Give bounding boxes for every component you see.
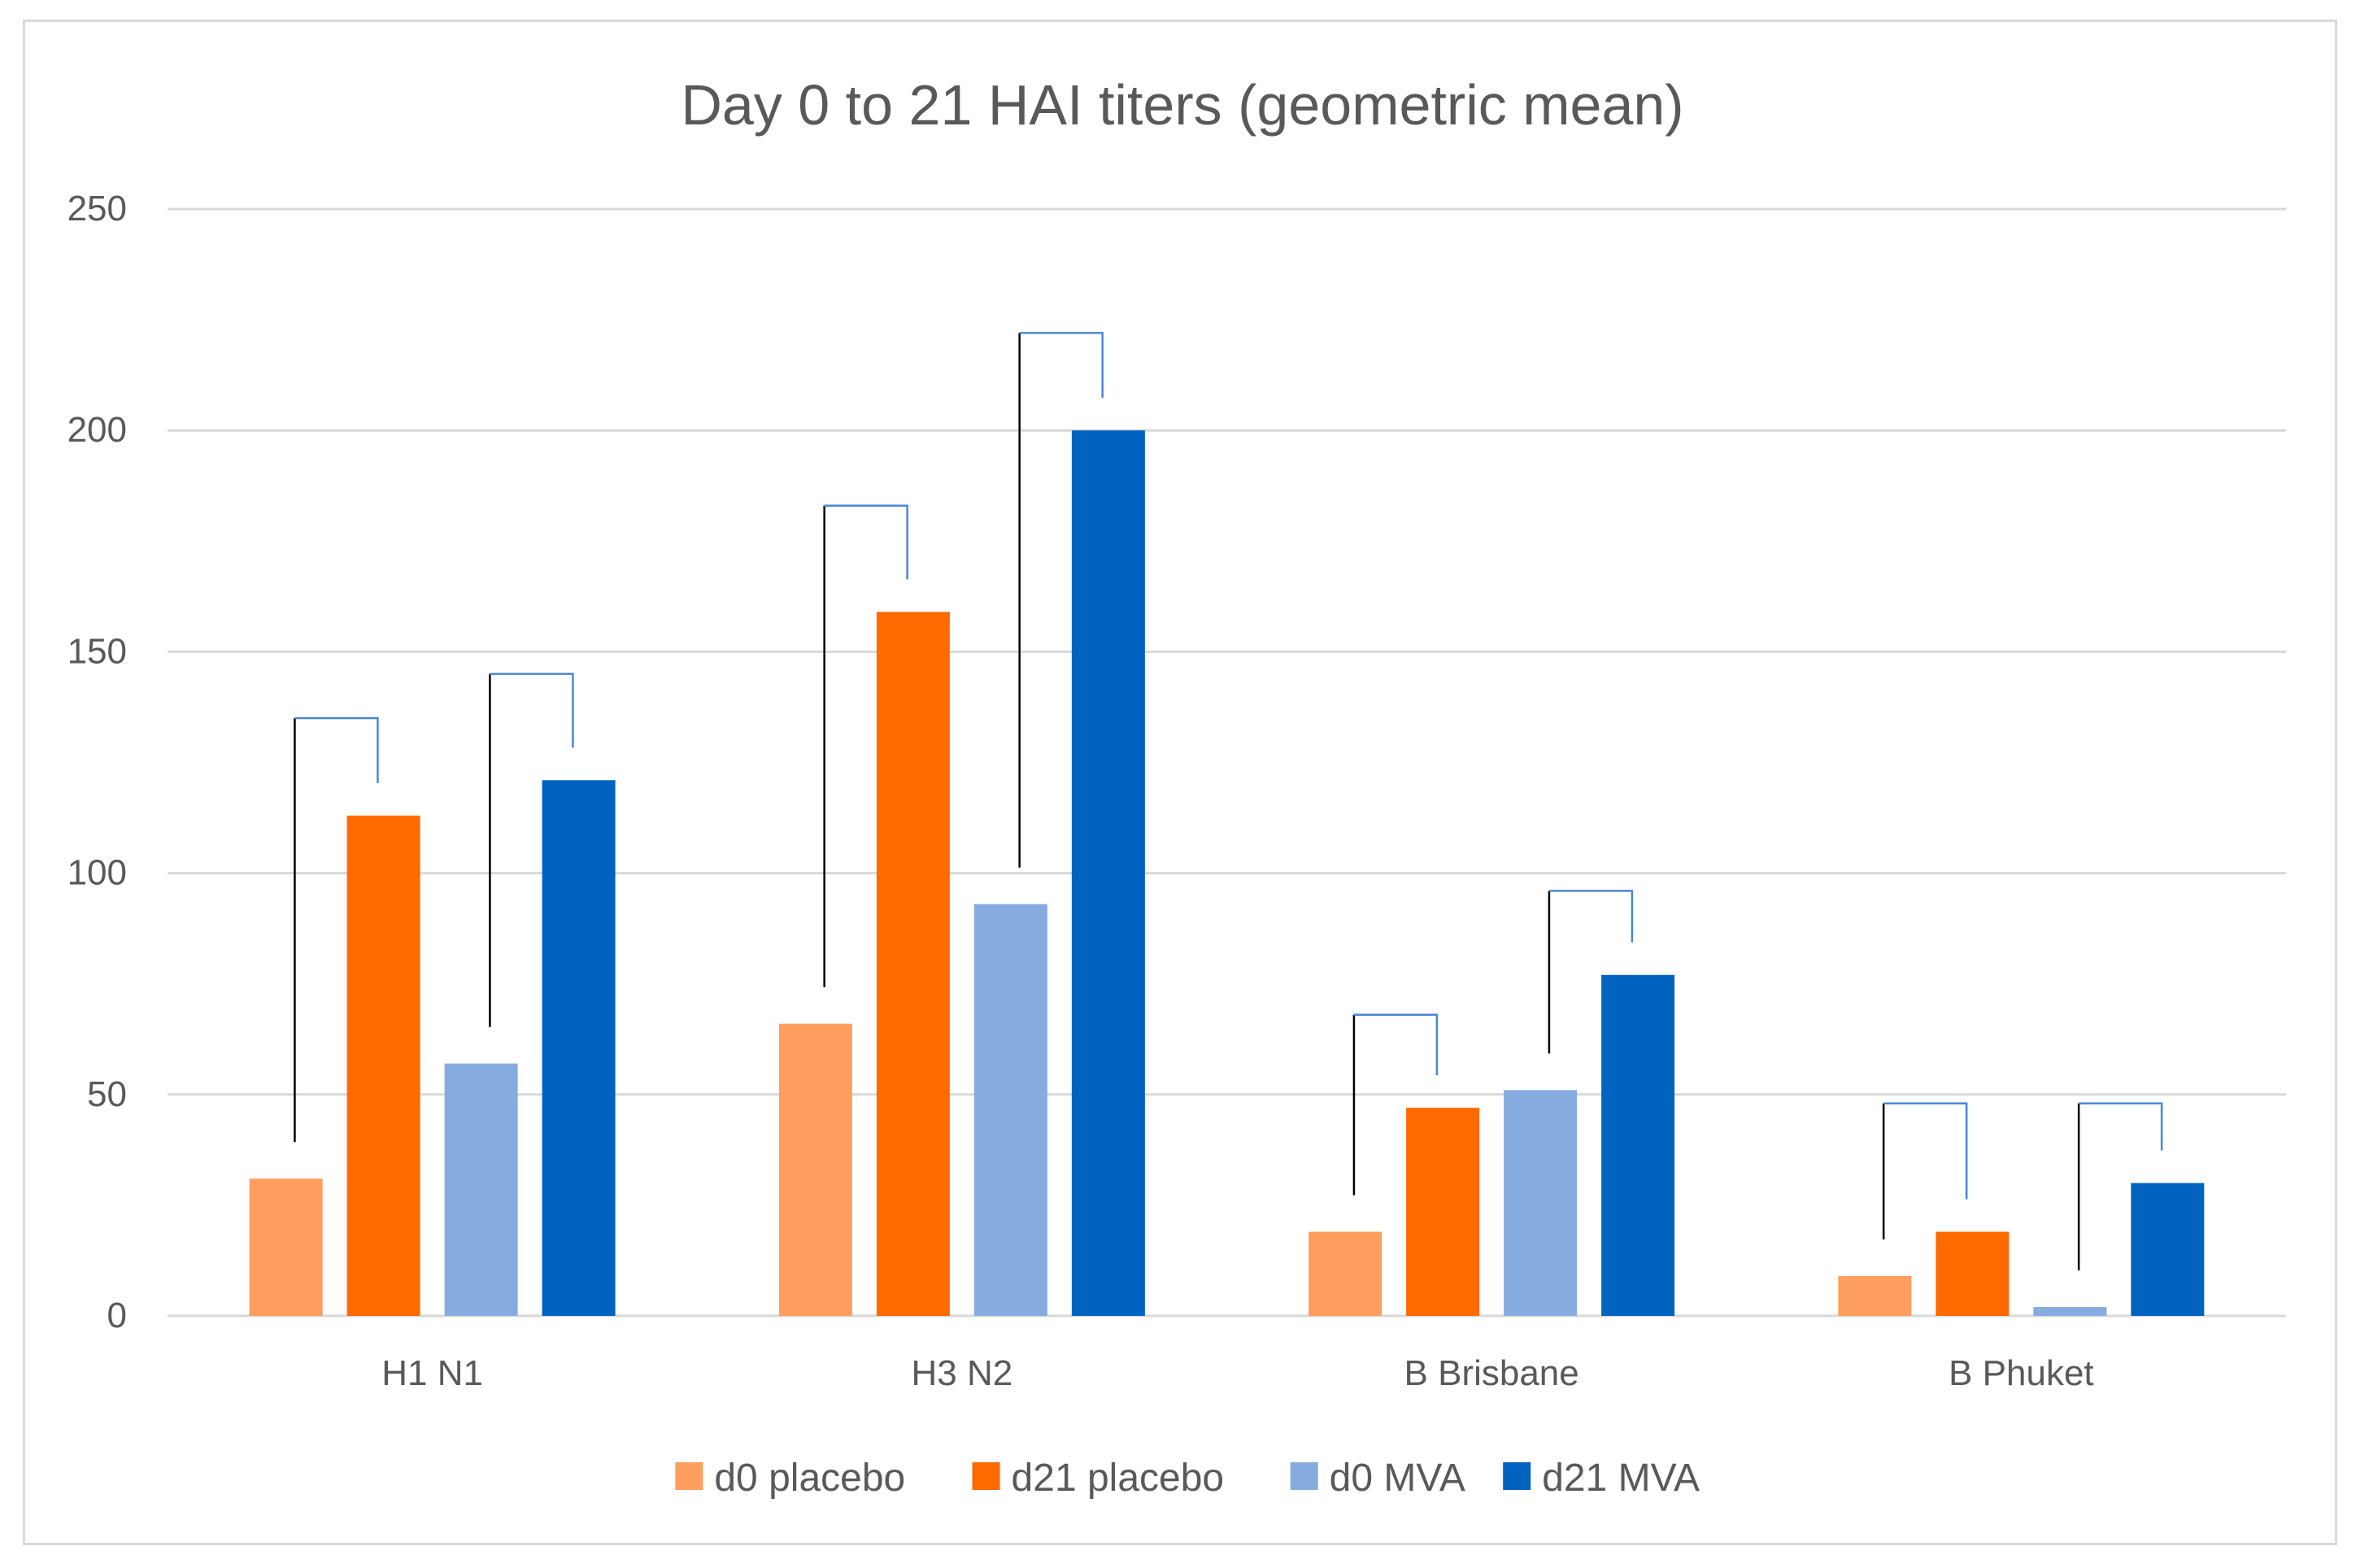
legend-item-d21-placebo: d21 placebo (972, 1457, 1225, 1500)
x-tick-label: H1 N1 (381, 1353, 483, 1393)
bar-d0-MVA-H1-N1 (444, 1063, 518, 1316)
y-tick-label: 100 (67, 853, 127, 893)
legend-swatch (1503, 1462, 1531, 1490)
bar-d21-placebo-B-Brisbane (1406, 1108, 1480, 1316)
legend-label: d0 MVA (1330, 1457, 1465, 1500)
bar-d0-MVA-B-Brisbane (1504, 1090, 1578, 1316)
x-tick-label: B Phuket (1949, 1353, 2094, 1393)
legend-swatch (675, 1462, 703, 1490)
bracket-H3-N2-placebo (823, 504, 908, 987)
x-tick-label: H3 N2 (912, 1353, 1013, 1393)
x-tick-label: B Brisbane (1404, 1353, 1579, 1393)
gridlines (168, 207, 2286, 1318)
bracket-B-Phuket-placebo (1882, 1102, 1968, 1240)
y-tick-label: 50 (87, 1074, 127, 1114)
bar-d21-MVA-B-Brisbane (1601, 974, 1675, 1316)
legend-item-d0-MVA: d0 MVA (1290, 1457, 1465, 1500)
legend-item-d21-MVA: d21 MVA (1503, 1457, 1700, 1500)
bar-d21-MVA-B-Phuket (2131, 1183, 2205, 1316)
bracket-H3-N2-mva (1018, 332, 1104, 868)
bracket-B-Phuket-mva (2077, 1102, 2163, 1271)
bar-d0-MVA-H3-N2 (973, 904, 1047, 1316)
bar-d21-placebo-B-Phuket (1935, 1231, 2009, 1316)
legend-label: d21 MVA (1542, 1457, 1700, 1500)
legend-swatch (1290, 1462, 1318, 1490)
y-tick-label: 250 (67, 189, 127, 229)
bar-d0-placebo-B-Phuket (1838, 1276, 1912, 1316)
chart-title: Day 0 to 21 HAI titers (geometric mean) (681, 73, 1683, 137)
bar-d0-placebo-H3-N2 (778, 1023, 852, 1316)
bar-d21-MVA-H3-N2 (1071, 430, 1145, 1317)
bar-d0-MVA-B-Phuket (2033, 1307, 2107, 1316)
legend-label: d0 placebo (714, 1457, 905, 1500)
chart-svg: Day 0 to 21 HAI titers (geometric mean) … (67, 73, 2286, 1500)
y-tick-label: 200 (67, 410, 127, 450)
chart-frame: Day 0 to 21 HAI titers (geometric mean) … (23, 20, 2337, 1545)
y-tick-label: 150 (67, 631, 127, 671)
bracket-B-Brisbane-placebo (1352, 1013, 1439, 1196)
bracket-H1-N1-placebo (294, 716, 379, 1143)
comparison-brackets (294, 332, 2163, 1271)
y-axis-tick-labels: 0 50 100 150 200 250 (67, 189, 127, 1335)
bar-d21-placebo-H1-N1 (346, 815, 420, 1316)
legend-item-d0-placebo: d0 placebo (675, 1457, 905, 1500)
legend: d0 placebo d21 placebo d0 MVA d21 MVA (675, 1457, 1700, 1500)
x-axis-category-labels: H1 N1 H3 N2 B Brisbane B Phuket (381, 1353, 2093, 1393)
bar-d21-MVA-H1-N1 (542, 780, 616, 1316)
bar-d0-placebo-B-Brisbane (1308, 1231, 1382, 1316)
bars (249, 430, 2205, 1317)
bracket-B-Brisbane-mva (1548, 890, 1634, 1054)
y-tick-label: 0 (107, 1296, 127, 1335)
legend-label: d21 placebo (1012, 1457, 1225, 1500)
bracket-H1-N1-mva (489, 673, 574, 1027)
legend-swatch (972, 1462, 1000, 1490)
bar-d0-placebo-H1-N1 (249, 1178, 323, 1316)
bar-d21-placebo-H3-N2 (876, 612, 950, 1316)
